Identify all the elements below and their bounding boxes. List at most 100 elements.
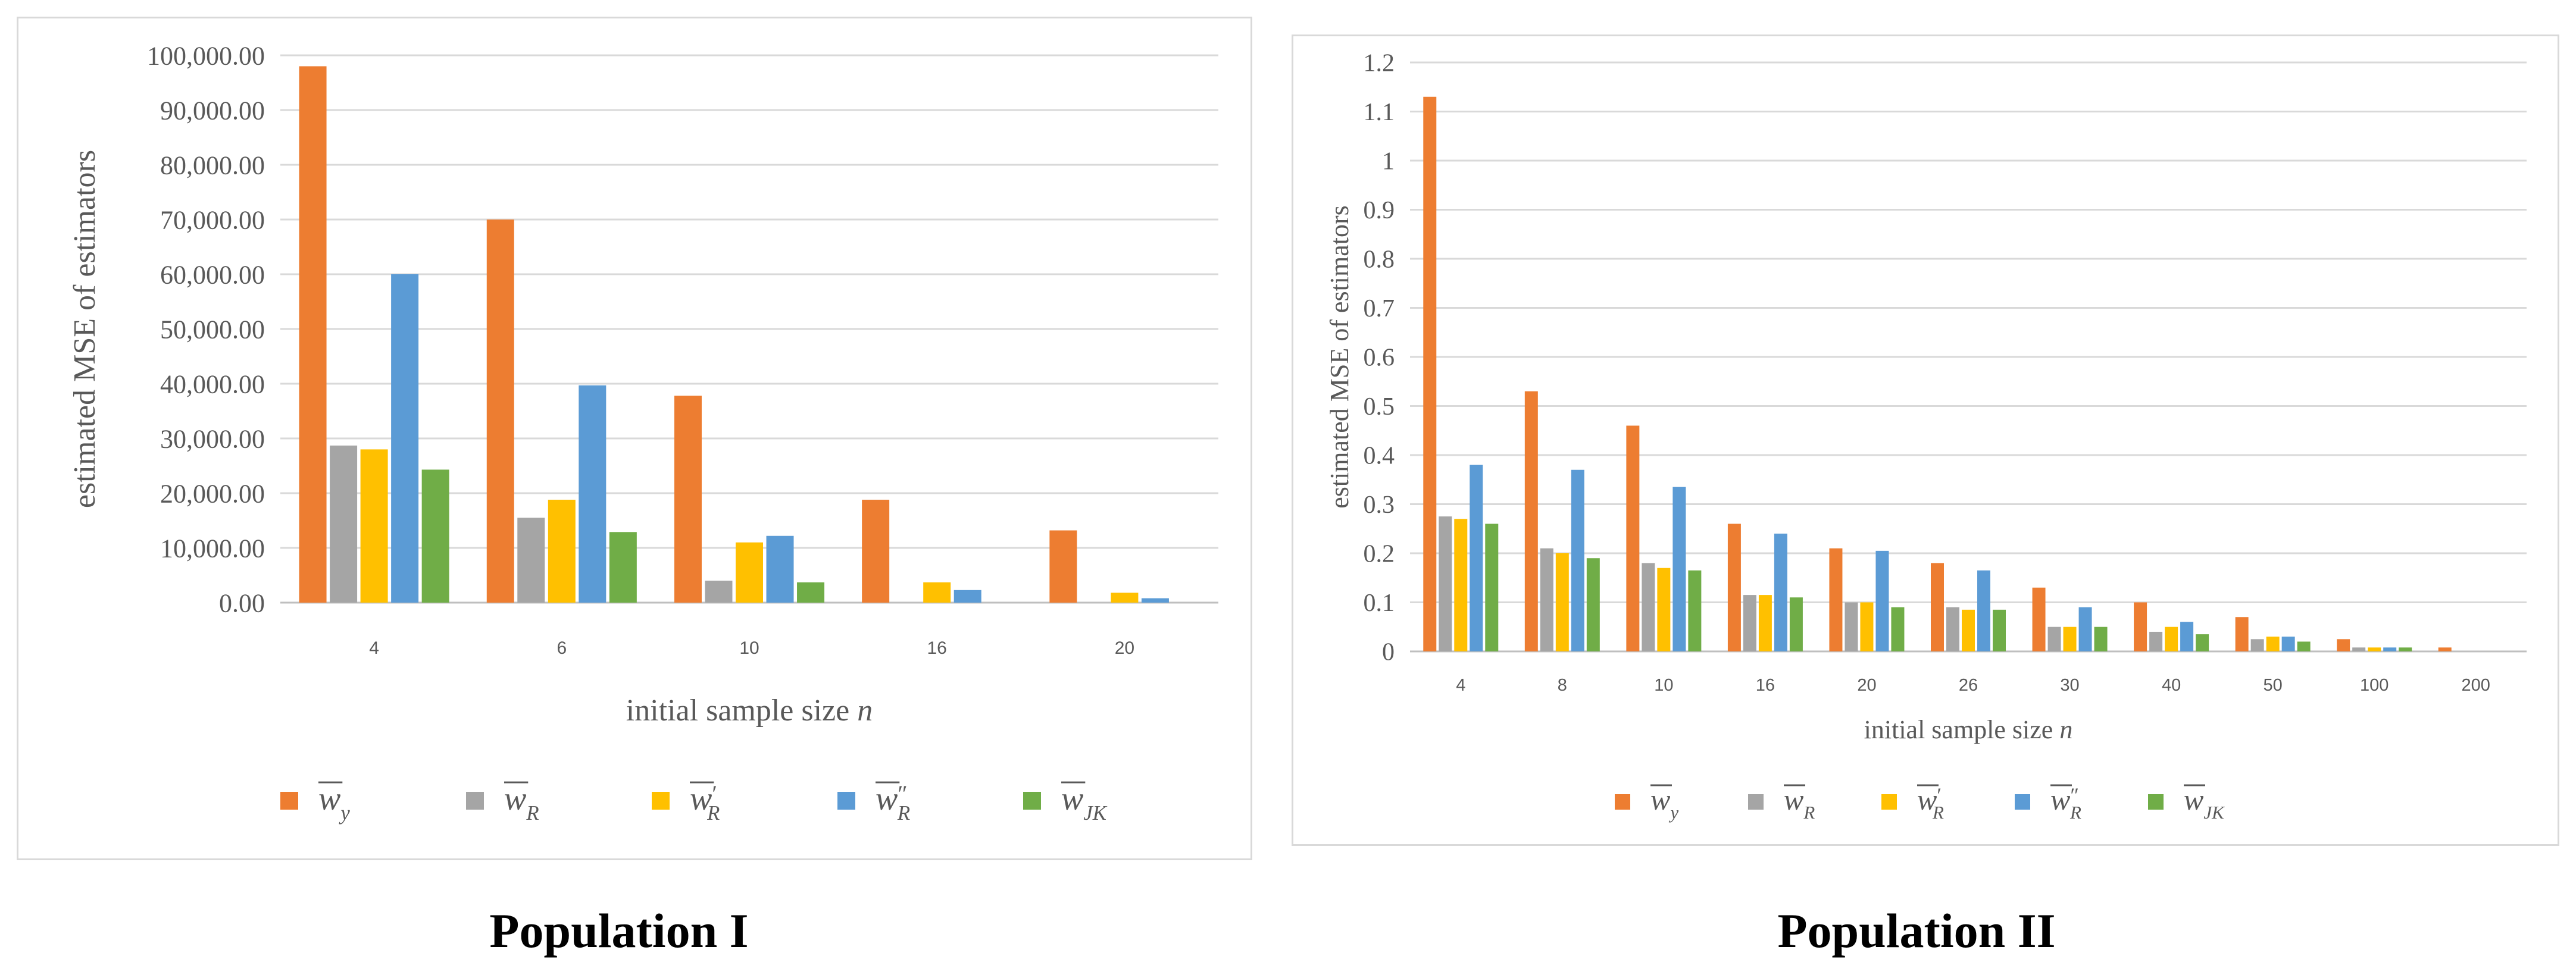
y-tick-label: 50,000.00 xyxy=(160,315,265,344)
bar-w_R-n4 xyxy=(330,445,358,603)
bar-w_y-n100 xyxy=(2337,639,2350,651)
x-tick-label: 40 xyxy=(2162,676,2181,695)
bar-w_Rp-n50 xyxy=(2266,637,2280,651)
legend-swatch xyxy=(466,792,484,810)
bar-w_Rp-n10 xyxy=(1657,568,1671,651)
legend-swatch xyxy=(1881,794,1897,810)
y-tick-label: 40,000.00 xyxy=(160,369,265,399)
legend-swatch xyxy=(2015,794,2030,810)
bar-w_Rp-n100 xyxy=(2368,647,2381,651)
bar-w_Rpp-n10 xyxy=(1672,487,1686,651)
bar-w_JK-n30 xyxy=(2094,626,2108,651)
bar-w_R-n20 xyxy=(1845,602,1858,651)
bar-w_Rpp-n10 xyxy=(766,535,794,603)
bar-w_y-n200 xyxy=(2438,647,2452,651)
bar-w_Rp-n8 xyxy=(1555,553,1569,651)
bar-w_y-n16 xyxy=(1727,524,1741,651)
legend-label: wy xyxy=(1650,783,1678,823)
bar-w_Rpp-n4 xyxy=(391,274,419,603)
x-tick-label: 20 xyxy=(1115,638,1134,658)
y-tick-label: 90,000.00 xyxy=(160,96,265,125)
y-tick-label: 0.3 xyxy=(1364,491,1395,519)
bar-w_Rpp-n100 xyxy=(2383,647,2397,651)
bar-w_JK-n4 xyxy=(421,469,449,603)
bar-w_Rpp-n4 xyxy=(1470,465,1483,651)
y-tick-label: 70,000.00 xyxy=(160,205,265,234)
bar-w_y-n4 xyxy=(299,66,327,603)
bar-w_Rp-n30 xyxy=(2063,626,2077,651)
x-tick-label: 10 xyxy=(1654,676,1673,695)
y-tick-label: 1.2 xyxy=(1364,50,1395,77)
legend-label: wJK xyxy=(1061,780,1108,825)
x-tick-label: 20 xyxy=(1857,676,1876,695)
legend-swatch xyxy=(837,792,855,810)
x-tick-label: 16 xyxy=(1756,676,1775,695)
legend-label: w′ R xyxy=(690,780,720,825)
y-tick-label: 0.4 xyxy=(1364,443,1395,470)
x-tick-label: 8 xyxy=(1558,676,1567,695)
bar-w_JK-n4 xyxy=(1485,524,1499,651)
bar-w_Rp-n10 xyxy=(736,542,763,603)
x-axis-label: initial sample size n xyxy=(1864,715,2073,744)
bar-w_JK-n20 xyxy=(1891,607,1905,651)
bar-w_R-n4 xyxy=(1439,516,1452,651)
bar-w_Rp-n20 xyxy=(1860,602,1874,651)
bar-w_JK-n100 xyxy=(2399,647,2412,651)
population-2-title: Population II xyxy=(1777,904,2056,958)
y-tick-label: 0.9 xyxy=(1364,197,1395,224)
chart-population-1: 0.00 10,000.00 20,000.00 30,000.00 40,000.00… xyxy=(68,41,1218,825)
chart-panel-population-1: 0.00 10,000.00 20,000.00 30,000.00 40,000.00… xyxy=(17,17,1252,860)
bar-w_y-n26 xyxy=(1931,563,1944,651)
bar-w_y-n8 xyxy=(1524,391,1538,651)
chart-panel-population-2: 0 0.1 0.2 0.3 0.4 0.5 0.6 0.7 0.8 0.9 1 1.1 1.2 4 8 10 1… xyxy=(1292,35,2559,846)
chart-population-2: 0 0.1 0.2 0.3 0.4 0.5 0.6 0.7 0.8 0.9 1 1.1 1.2 4 8 10 1… xyxy=(1325,50,2527,823)
legend-label: wJK xyxy=(2184,783,2225,823)
bar-w_Rpp-n20 xyxy=(1141,598,1169,603)
bar-w_y-n16 xyxy=(862,500,890,603)
bar-w_Rp-n4 xyxy=(360,449,388,603)
x-tick-label: 16 xyxy=(927,638,947,658)
bar-w_R-n100 xyxy=(2352,647,2366,651)
bar-w_Rpp-n16 xyxy=(1774,534,1787,651)
bar-w_Rp-n40 xyxy=(2165,626,2178,651)
y-axis-label: estimated MSE of estimators xyxy=(1325,205,1354,509)
bar-w_y-n4 xyxy=(1423,96,1437,651)
bar-w_y-n10 xyxy=(1626,425,1640,651)
bar-w_Rpp-n26 xyxy=(1977,570,1990,651)
bar-w_JK-n40 xyxy=(2196,634,2209,651)
bar-w_Rp-n16 xyxy=(1758,595,1772,651)
bar-w_JK-n10 xyxy=(797,582,825,603)
y-tick-label: 0.6 xyxy=(1364,344,1395,372)
bar-w_y-n20 xyxy=(1049,530,1077,603)
y-axis-label: estimated MSE of estimators xyxy=(68,150,102,508)
bar-w_y-n20 xyxy=(1829,548,1843,651)
bar-w_JK-n26 xyxy=(1993,609,2006,651)
bar-w_Rp-n26 xyxy=(1962,609,1975,651)
x-tick-label: 6 xyxy=(557,638,567,658)
bar-w_Rpp-n16 xyxy=(954,590,981,603)
y-tick-label: 0.2 xyxy=(1364,541,1395,568)
bar-w_R-n26 xyxy=(1946,607,1959,651)
bar-w_Rp-n6 xyxy=(548,500,576,603)
bar-w_JK-n6 xyxy=(609,532,637,603)
legend-swatch xyxy=(652,792,670,810)
legend-label: w″ R xyxy=(2050,783,2081,823)
y-tick-label: 60,000.00 xyxy=(160,260,265,289)
legend-label: wy xyxy=(318,780,350,825)
bar-w_JK-n8 xyxy=(1586,558,1600,651)
y-tick-label: 0.8 xyxy=(1364,246,1395,274)
legend-label: wR xyxy=(504,780,539,825)
bar-w_R-n16 xyxy=(1743,595,1756,651)
bar-w_y-n10 xyxy=(674,396,702,603)
bar-w_Rpp-n20 xyxy=(1875,550,1889,651)
bar-w_Rpp-n6 xyxy=(579,385,607,603)
y-tick-label: 80,000.00 xyxy=(160,151,265,180)
bar-w_R-n40 xyxy=(2149,632,2163,651)
bar-w_Rpp-n50 xyxy=(2281,637,2295,651)
bar-w_Rpp-n30 xyxy=(2078,607,2092,651)
x-axis-label: initial sample size n xyxy=(626,694,873,728)
y-tick-label: 100,000.00 xyxy=(147,41,265,70)
y-tick-label: 0.1 xyxy=(1364,590,1395,617)
legend-label: wR xyxy=(1784,783,1815,823)
y-tick-label: 0.7 xyxy=(1364,295,1395,322)
